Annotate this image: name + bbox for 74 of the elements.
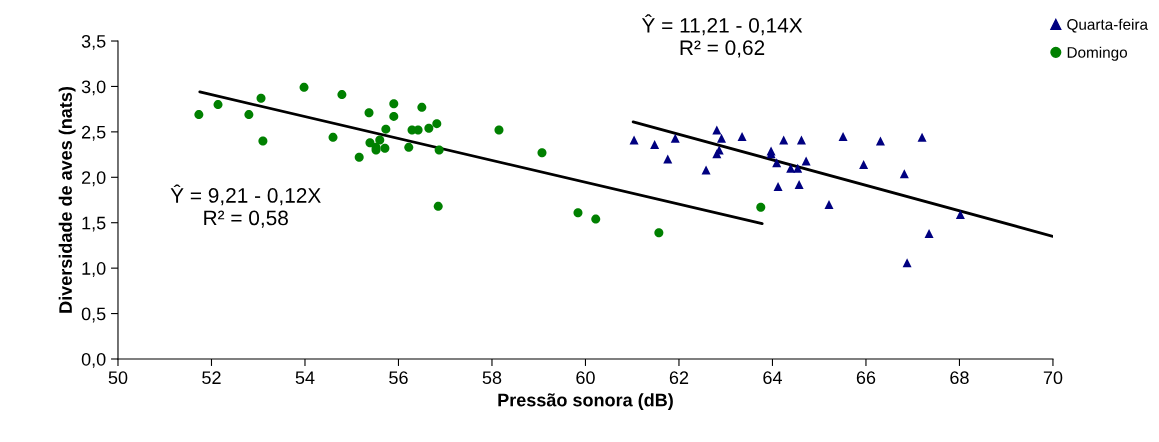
y-tick-label: 0,0: [81, 352, 106, 368]
x-tick-label: 62: [669, 371, 689, 385]
x-tick-label: 56: [389, 371, 408, 385]
point: [354, 152, 364, 162]
x-tick-label: 66: [856, 371, 876, 385]
x-axis-title: Pressão sonora (dB): [498, 393, 673, 411]
point: [537, 148, 547, 158]
point: [794, 180, 804, 190]
point: [328, 132, 338, 142]
y-tick-label: 2,0: [81, 171, 106, 187]
x-tick-label: 50: [108, 371, 128, 385]
point: [337, 90, 347, 100]
point: [404, 142, 414, 152]
point: [779, 135, 789, 145]
point: [859, 160, 869, 170]
point: [434, 145, 444, 155]
point: [902, 258, 912, 268]
point: [786, 163, 796, 173]
point: [955, 210, 965, 220]
x-tick-label: 70: [1043, 371, 1063, 385]
x-tick-label: 54: [295, 371, 315, 385]
point: [256, 93, 266, 103]
point: [244, 110, 254, 120]
y-tick-label: 1,5: [82, 216, 106, 232]
point: [389, 111, 399, 121]
point: [194, 110, 204, 120]
y-tick-label: 3,0: [81, 80, 106, 96]
point: [389, 99, 399, 109]
point: [573, 208, 583, 218]
point: [375, 135, 385, 145]
annotation: Ŷ = 9,21 - 0,12X R² = 0,58: [170, 184, 321, 228]
point: [756, 202, 766, 212]
point: [663, 154, 673, 164]
annotation: Ŷ = 11,21 - 0,14X R² = 0,62: [641, 14, 803, 58]
y-axis-title: Diversidade de aves (nats): [58, 86, 76, 313]
x-tick-label: 58: [482, 371, 502, 385]
point: [838, 131, 848, 141]
point: [712, 125, 722, 135]
point: [380, 143, 390, 153]
legend-label: Domingo: [1067, 46, 1128, 61]
y-tick-label: 1,0: [82, 262, 106, 277]
point: [591, 214, 601, 224]
x-tick-label: 68: [950, 371, 969, 385]
point: [364, 108, 374, 118]
point: [793, 163, 803, 173]
x-tick-label: 64: [763, 371, 782, 385]
point: [717, 133, 727, 143]
x-tick-label: 60: [576, 371, 595, 385]
point: [417, 102, 427, 112]
y-tick-label: 0,5: [81, 307, 106, 323]
point: [670, 133, 680, 143]
point: [650, 140, 660, 150]
point: [629, 135, 639, 145]
point: [299, 82, 309, 92]
point: [213, 100, 223, 110]
point: [924, 229, 934, 239]
point: [365, 138, 375, 148]
point: [796, 135, 806, 145]
point: [381, 124, 391, 134]
point: [433, 201, 443, 211]
y-tick-label: 2,5: [81, 125, 106, 141]
point: [432, 119, 442, 129]
point: [494, 125, 504, 135]
x-tick-label: 52: [202, 371, 221, 385]
point: [824, 200, 834, 210]
legend-label: Quarta-feira: [1067, 18, 1149, 33]
point: [701, 165, 711, 175]
point: [424, 123, 434, 133]
point: [654, 228, 664, 238]
point: [917, 132, 927, 142]
point: [737, 131, 747, 141]
point: [258, 136, 268, 146]
y-tick-label: 3,5: [81, 34, 106, 50]
point: [773, 181, 783, 191]
